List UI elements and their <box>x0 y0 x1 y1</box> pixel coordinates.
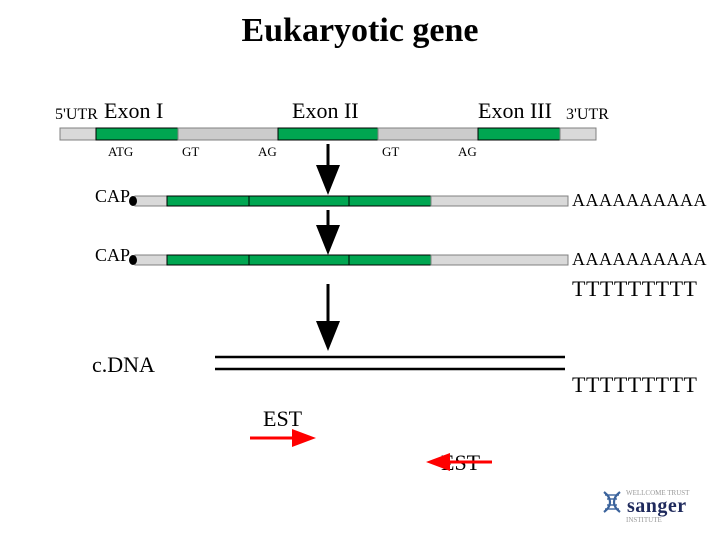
mrna1-exon1 <box>167 196 249 206</box>
mrna-row-1 <box>129 196 568 206</box>
mrna1-utr3 <box>431 196 568 206</box>
cdna-lines <box>215 357 565 369</box>
exon1-box <box>96 128 178 140</box>
intron1-box <box>178 128 278 140</box>
cap1-icon <box>129 196 137 206</box>
mrna2-exon1 <box>167 255 249 265</box>
mrna1-exon2 <box>249 196 349 206</box>
exon3-box <box>478 128 560 140</box>
mrna-row-2 <box>129 255 568 265</box>
mrna2-utr3 <box>431 255 568 265</box>
mrna2-utr5 <box>135 255 167 265</box>
mrna1-exon3 <box>349 196 431 206</box>
mrna2-exon3 <box>349 255 431 265</box>
mrna1-utr5 <box>135 196 167 206</box>
utr3-box <box>560 128 596 140</box>
cap2-icon <box>129 255 137 265</box>
intron2-box <box>378 128 478 140</box>
utr5-box <box>60 128 96 140</box>
exon2-box <box>278 128 378 140</box>
gene-row <box>60 128 596 140</box>
page: Eukaryotic gene 5'UTR Exon I Exon II Exo… <box>0 0 720 540</box>
diagram-svg <box>0 0 720 540</box>
logo-helix-icon <box>604 492 620 512</box>
mrna2-exon2 <box>249 255 349 265</box>
